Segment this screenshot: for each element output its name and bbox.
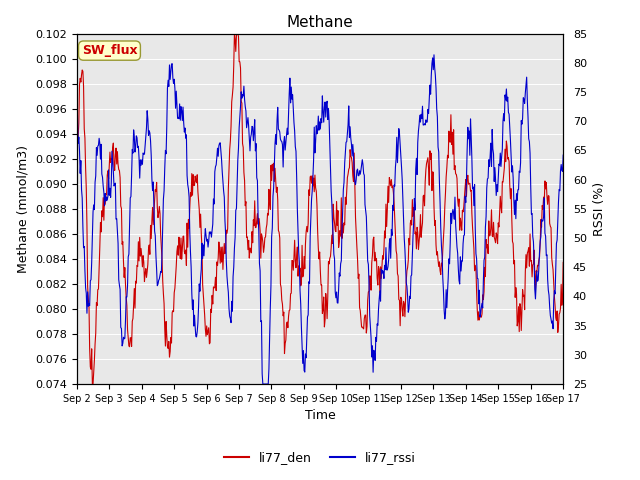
Title: Methane: Methane: [287, 15, 353, 30]
Legend: li77_den, li77_rssi: li77_den, li77_rssi: [219, 446, 421, 469]
Text: SW_flux: SW_flux: [82, 44, 138, 57]
Y-axis label: RSSI (%): RSSI (%): [593, 182, 605, 236]
Y-axis label: Methane (mmol/m3): Methane (mmol/m3): [17, 145, 29, 273]
X-axis label: Time: Time: [305, 409, 335, 422]
